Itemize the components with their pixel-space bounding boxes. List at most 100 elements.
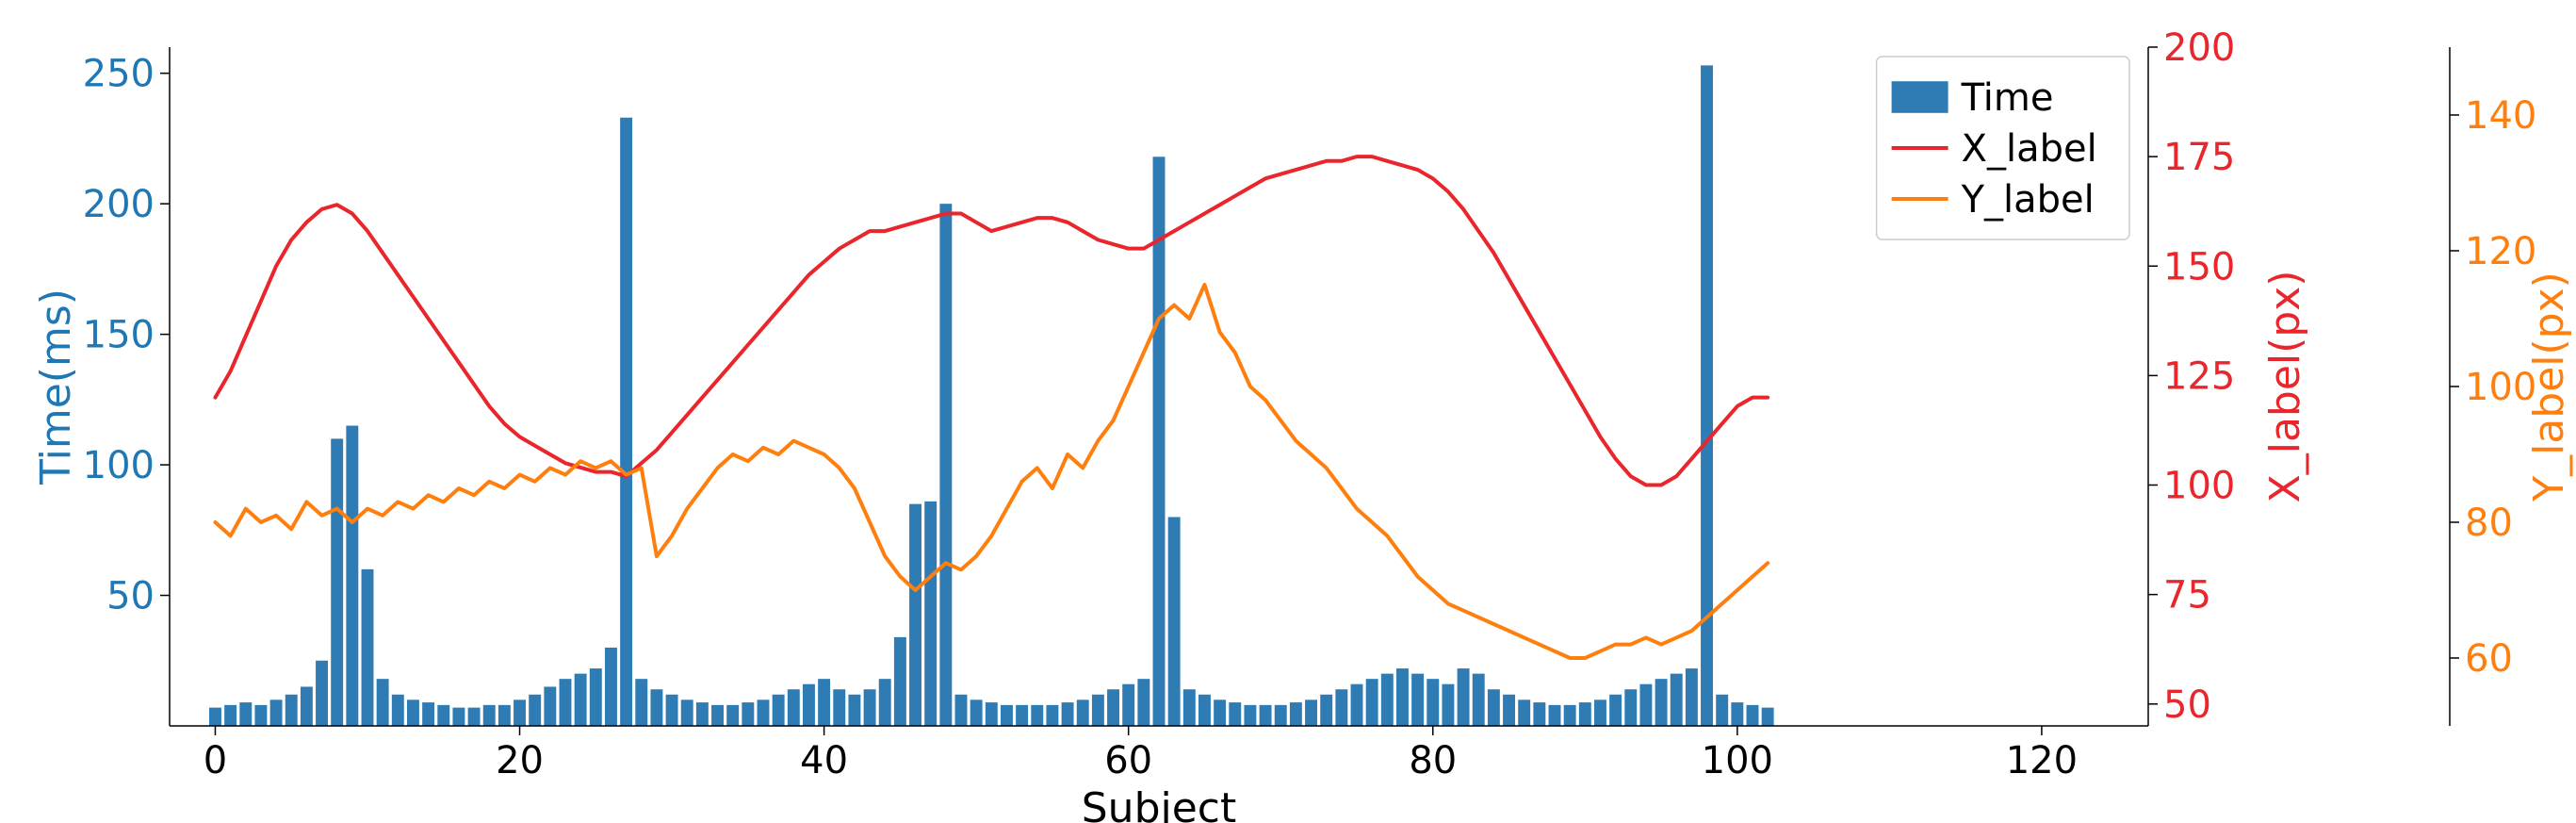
bar [1624,689,1637,726]
bar [239,702,252,726]
bar [955,695,968,726]
bar [1473,674,1485,726]
legend-label: X_label [1962,127,2097,171]
bar [1579,702,1591,726]
bar [1731,702,1743,726]
bar [209,708,221,726]
y2-tick-label: 100 [2163,465,2235,508]
bar [758,700,770,726]
bar [1411,674,1424,726]
bar [1077,700,1089,726]
bar [270,700,283,726]
chart-figure: 020406080100120Subject50100150200250Time… [0,0,2576,823]
bar [681,700,693,726]
bar [1305,700,1317,726]
y1-ticks: 50100150200250 [83,53,170,618]
y3-tick-label: 140 [2465,94,2536,138]
y2-tick-label: 200 [2163,26,2235,70]
bar [468,708,481,726]
bars-group [209,65,1774,726]
y3-ticks: 6080100120140 [2450,94,2536,681]
bar [879,679,891,726]
y2-ticks: 5075100125150175200 [2148,26,2235,727]
bar [833,689,845,726]
bar [1686,668,1698,726]
bar [1549,705,1561,726]
bar [1062,702,1074,726]
x-tick-label: 20 [496,739,544,782]
y3-tick-label: 120 [2465,230,2536,273]
chart-svg: 020406080100120Subject50100150200250Time… [0,0,2576,823]
bar [1533,702,1545,726]
bar [1335,689,1347,726]
bar [1016,705,1028,726]
bar [620,118,632,726]
bar [986,702,998,726]
x-ticks: 020406080100120 [204,726,2078,782]
bar [590,668,602,726]
bar [1716,695,1728,726]
bar [452,708,465,726]
bar [924,502,937,726]
y2-tick-label: 50 [2163,683,2211,727]
y2-tick-label: 75 [2163,574,2211,617]
bar [1503,695,1515,726]
legend-label: Time [1961,76,2054,120]
legend-label: Y_label [1961,178,2095,222]
bar [1046,705,1058,726]
x-label-line [215,156,1768,485]
bar [392,695,404,726]
y1-axis-title: Time(ms) [32,288,80,486]
bar [1168,517,1181,726]
bar [1122,684,1134,726]
y2-tick-label: 150 [2163,245,2235,288]
bar [666,695,678,726]
y-label-line [215,285,1768,658]
bar [1031,705,1043,726]
bar [635,679,647,726]
bar [1366,679,1378,726]
bar [864,689,876,726]
x-tick-label: 100 [1702,739,1773,782]
bar [1107,689,1119,726]
x-tick-label: 0 [204,739,227,782]
bar [1639,684,1652,726]
bar [1655,679,1668,726]
y3-tick-label: 60 [2465,637,2513,681]
bar [362,569,374,726]
bar [575,674,587,726]
bar [711,705,724,726]
bar [422,702,434,726]
bar [909,504,921,726]
y1-tick-label: 250 [83,53,155,96]
bar [1747,705,1759,726]
bar [1381,674,1394,726]
bar [331,438,343,726]
y2-tick-label: 125 [2163,354,2235,398]
bar [1092,695,1104,726]
bar [848,695,860,726]
bar [650,689,662,726]
bar [1671,674,1683,726]
bar [407,700,419,726]
x-tick-label: 60 [1104,739,1152,782]
bar [1701,65,1713,726]
bar [1198,695,1211,726]
bar [818,679,830,726]
bar [316,661,328,726]
bar [560,679,572,726]
bar [1396,668,1409,726]
x-tick-label: 120 [2006,739,2078,782]
bar [803,684,815,726]
y2-axis-title: X_label(px) [2261,271,2309,503]
bar [285,695,298,726]
y3-axis-title: Y_label(px) [2525,272,2573,502]
bar [894,637,906,726]
y1-tick-label: 100 [83,444,155,487]
bar [788,689,800,726]
bar [544,686,556,726]
bar [1564,705,1576,726]
bar [726,705,739,726]
bar [696,702,709,726]
y3-tick-label: 80 [2465,502,2513,545]
